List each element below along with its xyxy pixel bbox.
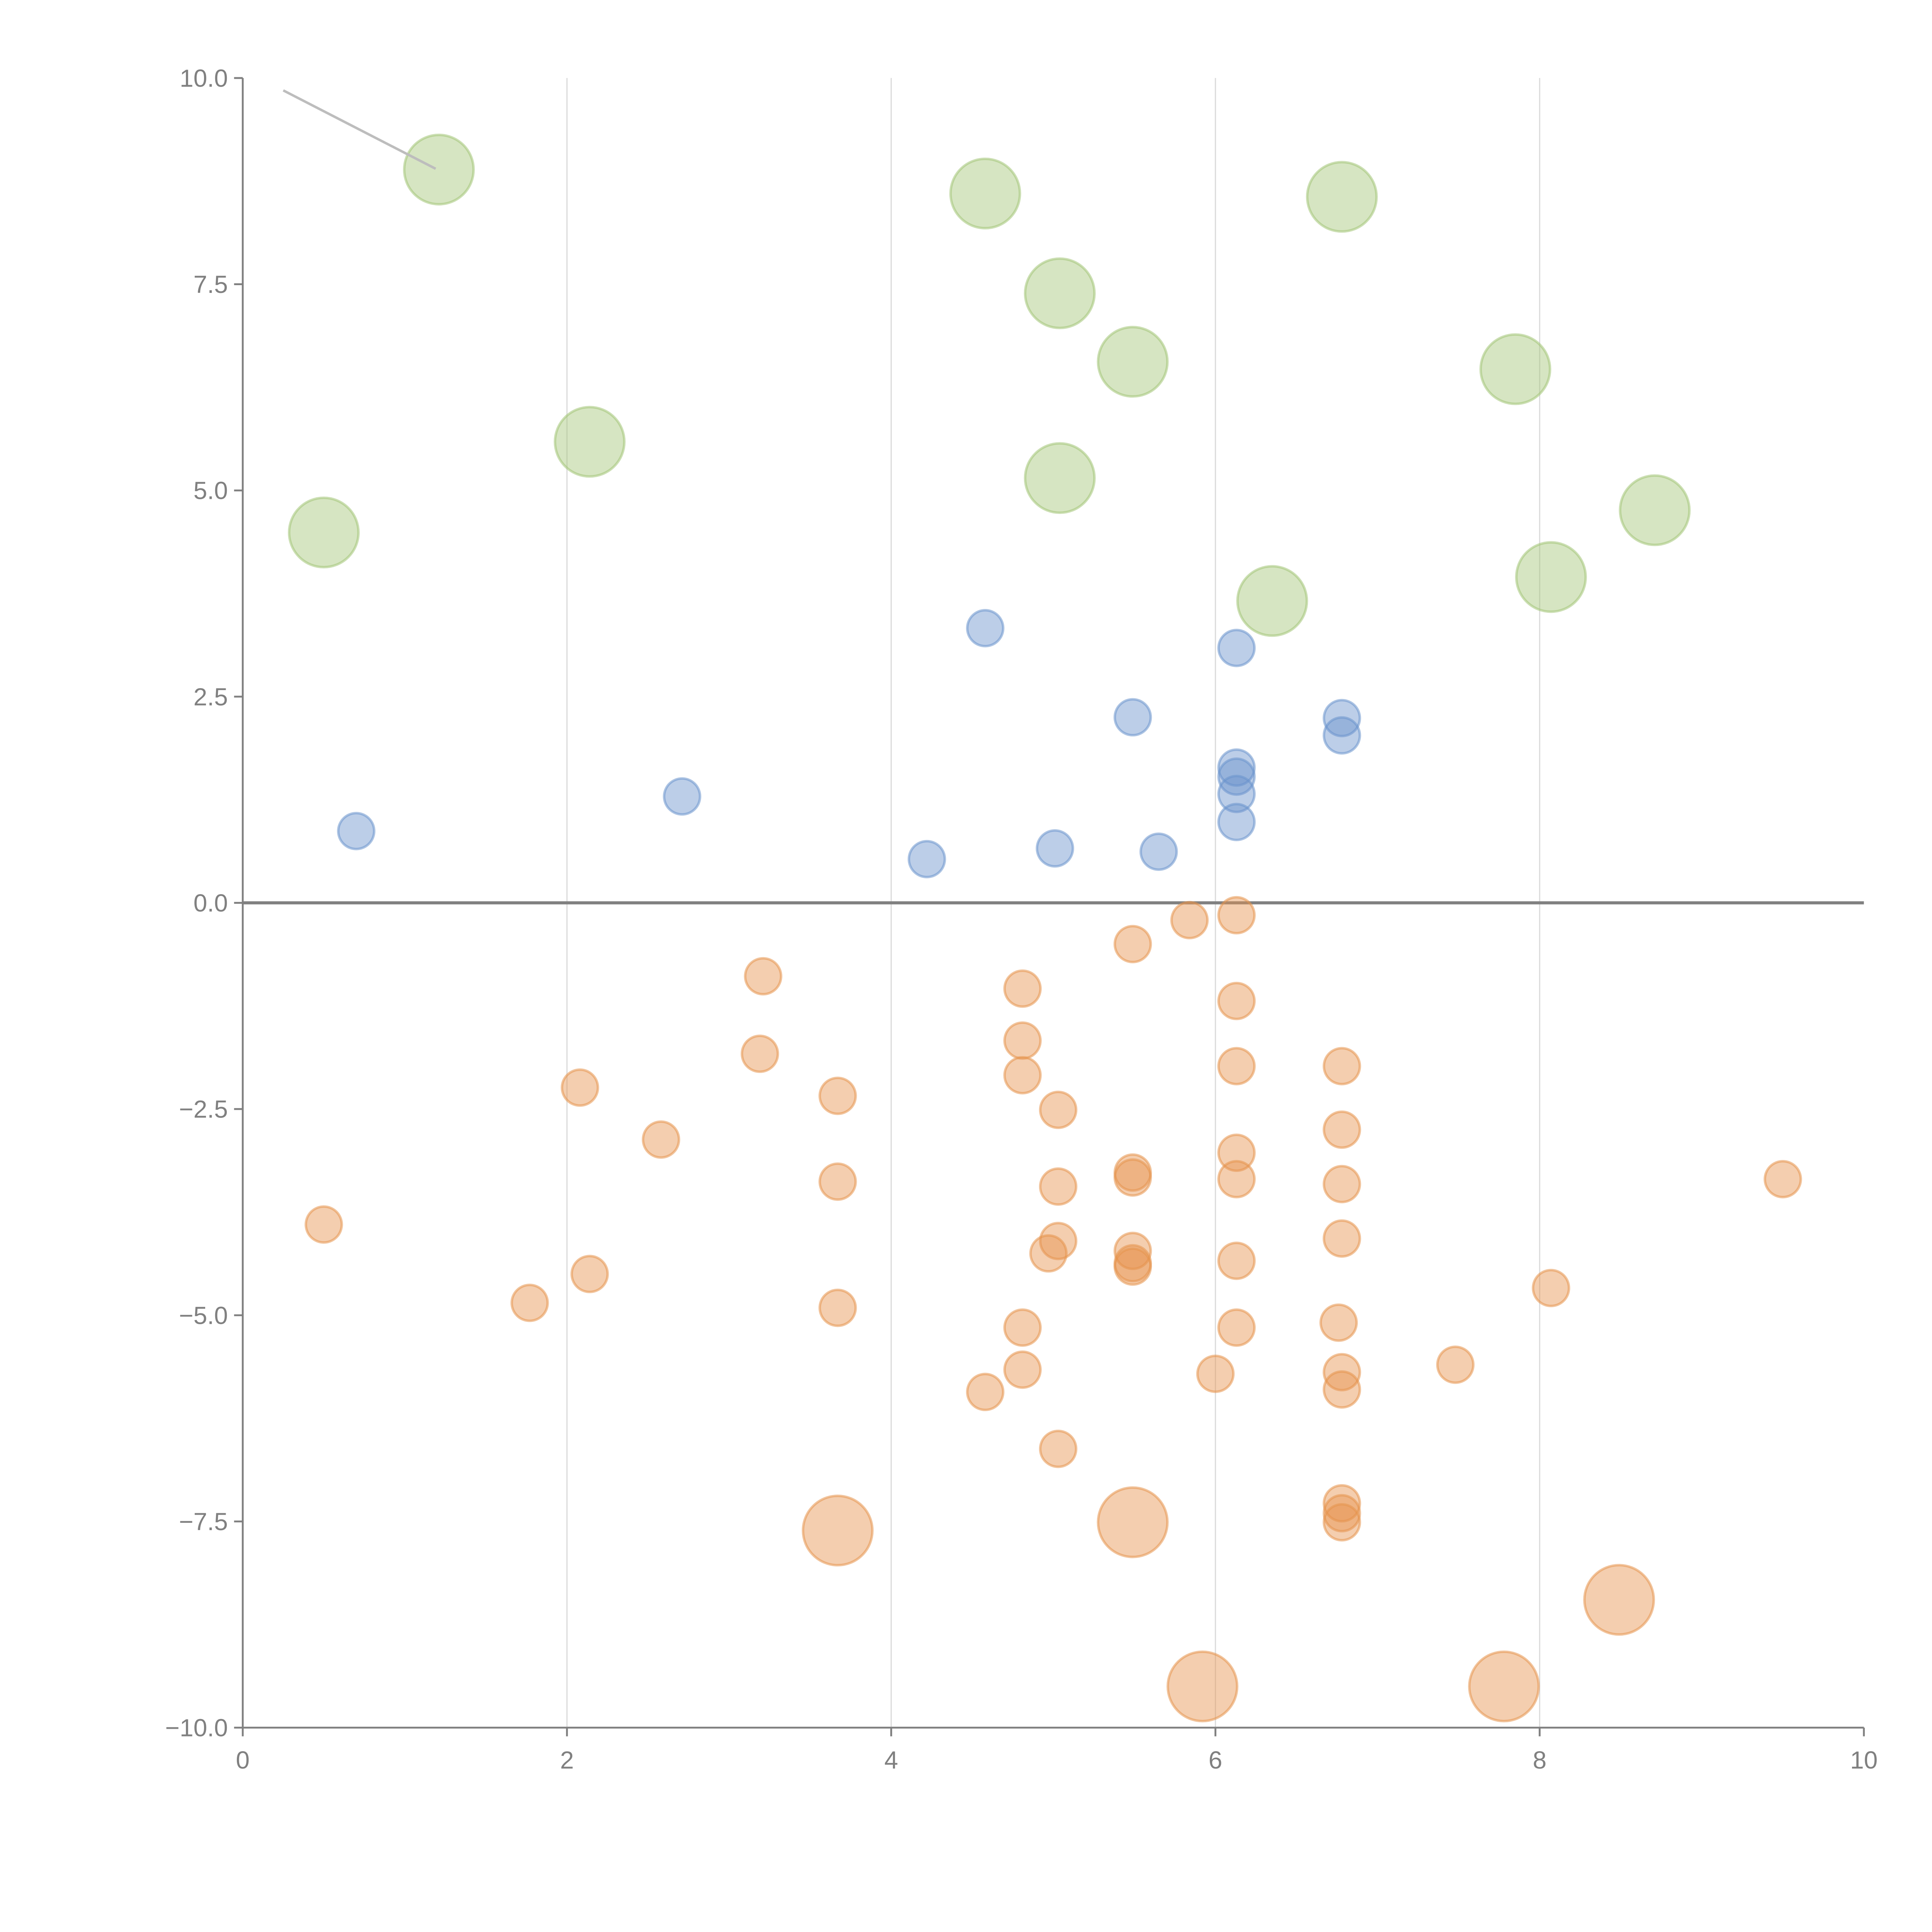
axes: 0 2 4 6 8 10 10.0 7.5 5.0 2.5 0.0 −2.5 −5.0 −7.5 −10.0 [165, 64, 1878, 1774]
data-point-orange-large [1166, 1650, 1238, 1723]
data-point-orange-large [1468, 1650, 1540, 1723]
data-point-green-large [554, 406, 626, 478]
data-point-orange-small [1323, 1370, 1361, 1409]
data-point-orange-small [1323, 1110, 1361, 1149]
data-points [282, 89, 1802, 1723]
data-point-green-large [1515, 541, 1587, 613]
data-point-orange-small [1323, 1165, 1361, 1204]
data-point-orange-small [1323, 1219, 1361, 1258]
data-point-green-large [1479, 333, 1551, 405]
data-point-orange-small [1170, 901, 1209, 940]
data-point-orange-small [570, 1255, 609, 1293]
data-point-orange-small [1217, 1160, 1256, 1199]
y-tick-label: 7.5 [194, 270, 228, 298]
data-point-orange-small [1039, 1167, 1078, 1206]
data-point-green-large [288, 497, 360, 569]
data-point-orange-small [1532, 1269, 1570, 1308]
data-point-orange-small [1039, 1429, 1078, 1468]
data-point-orange-small [510, 1284, 549, 1322]
data-point-orange-small [1436, 1345, 1475, 1384]
y-tick-label: −7.5 [179, 1508, 228, 1536]
x-tick-label: 2 [560, 1746, 574, 1774]
y-tick-label: 10.0 [180, 64, 228, 92]
data-point-orange-small [1319, 1303, 1358, 1342]
data-point-orange-small [818, 1077, 857, 1115]
data-point-orange-small [1217, 896, 1256, 935]
data-point-blue-small [908, 840, 946, 879]
data-point-orange-small [1003, 1056, 1042, 1095]
data-point-orange-small [1217, 1242, 1256, 1280]
data-point-orange-small [1323, 1503, 1361, 1542]
data-point-blue-small [1217, 629, 1256, 667]
data-point-blue-small [337, 812, 376, 850]
data-point-orange-small [1039, 1090, 1078, 1129]
data-point-orange-small [641, 1120, 680, 1159]
data-point-green-large [403, 133, 475, 206]
x-tick-label: 0 [236, 1746, 250, 1774]
data-point-orange-small [1217, 1047, 1256, 1085]
y-tick-label: 5.0 [194, 477, 228, 505]
data-point-orange-small [1217, 981, 1256, 1020]
data-point-orange-small [1003, 1308, 1042, 1347]
data-point-orange-small [1217, 1133, 1256, 1172]
data-point-orange-small [1764, 1160, 1802, 1199]
x-tick-label: 6 [1209, 1746, 1223, 1774]
data-point-green-large [1236, 565, 1308, 637]
data-point-orange-small [1003, 969, 1042, 1008]
data-point-orange-small [1113, 1231, 1152, 1270]
data-point-orange-small [304, 1205, 343, 1244]
data-point-orange-small [561, 1068, 599, 1107]
data-point-blue-small [1217, 803, 1256, 842]
data-point-orange-large [802, 1495, 874, 1566]
data-point-orange-small [1113, 1247, 1152, 1286]
data-point-blue-small [1217, 748, 1256, 787]
data-point-orange-small [744, 957, 782, 996]
data-point-orange-large [1097, 1486, 1169, 1558]
y-tick-label: −5.0 [179, 1301, 228, 1329]
x-tick-label: 8 [1533, 1746, 1547, 1774]
data-point-blue-small [1217, 775, 1256, 813]
data-point-green-large [1619, 474, 1691, 546]
data-point-green-large [1097, 326, 1169, 398]
x-tick-label: 10 [1850, 1746, 1878, 1774]
data-point-blue-small [1323, 716, 1361, 755]
data-point-orange-small [1196, 1354, 1235, 1393]
data-point-orange-small [1113, 925, 1152, 963]
data-point-orange-small [1003, 1021, 1042, 1060]
data-point-orange-small [818, 1162, 857, 1201]
data-point-orange-small [1323, 1047, 1361, 1085]
data-point-blue-small [1139, 832, 1178, 871]
data-point-blue-small [1113, 698, 1152, 736]
data-point-orange-small [818, 1288, 857, 1327]
data-point-orange-large [1583, 1564, 1655, 1636]
data-point-orange-small [740, 1034, 779, 1073]
data-point-blue-small [663, 777, 701, 816]
data-point-orange-small [1003, 1350, 1042, 1389]
data-point-green-large [1306, 161, 1378, 233]
y-tick-label: 0.0 [194, 889, 228, 917]
data-point-green-large [1024, 442, 1096, 514]
annotation-leader-line [282, 89, 436, 170]
data-point-blue-small [966, 609, 1005, 648]
data-point-green-large [949, 157, 1021, 230]
data-point-orange-small [1217, 1308, 1256, 1347]
y-tick-label: −10.0 [165, 1714, 228, 1742]
data-point-green-large [1024, 257, 1096, 330]
y-tick-label: 2.5 [194, 683, 228, 711]
data-point-orange-small [1113, 1158, 1152, 1197]
data-point-blue-small [1036, 829, 1074, 868]
y-tick-label: −2.5 [179, 1095, 228, 1123]
data-point-orange-small [1029, 1234, 1068, 1273]
data-point-orange-small [1323, 1494, 1361, 1532]
x-tick-label: 4 [884, 1746, 898, 1774]
data-point-orange-small [966, 1372, 1005, 1412]
